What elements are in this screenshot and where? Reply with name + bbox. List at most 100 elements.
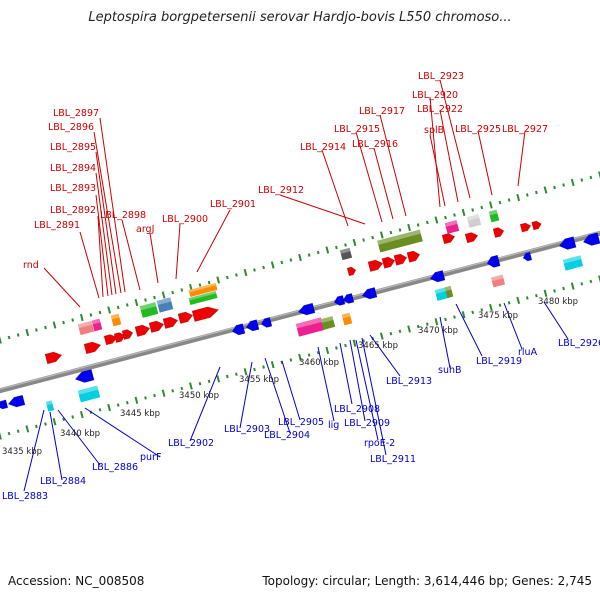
- forward-gene-arrow: [121, 329, 134, 340]
- forward-tick: [525, 193, 529, 197]
- forward-gene-arrow: [83, 341, 102, 355]
- reverse-gene-label: LBL_2886: [92, 462, 138, 473]
- forward-gene-arrow: [531, 220, 542, 231]
- forward-tick: [570, 178, 575, 187]
- feature-box: [295, 317, 325, 337]
- feature-box-body: [45, 400, 55, 412]
- forward-tick: [216, 276, 221, 284]
- forward-gene-label: LBL_2912: [258, 185, 304, 196]
- reverse-gene-arrow: [231, 323, 246, 336]
- reverse-tick: [289, 358, 293, 362]
- reverse-tick: [7, 431, 11, 436]
- feature-box: [320, 316, 336, 330]
- forward-tick: [516, 193, 521, 202]
- reverse-tick: [379, 332, 384, 340]
- feature-box-body: [320, 316, 336, 330]
- reverse-leader-line: [339, 342, 353, 405]
- reverse-gene-arrow: [7, 394, 26, 408]
- feature-box: [490, 274, 506, 288]
- forward-leader-line: [429, 96, 441, 208]
- reverse-tick: [307, 353, 311, 357]
- feature-box: [188, 283, 218, 297]
- reverse-tick: [535, 293, 538, 298]
- feature-box-shine: [156, 297, 172, 306]
- reverse-tick: [471, 310, 475, 315]
- forward-tick: [553, 185, 556, 190]
- forward-tick: [389, 230, 393, 235]
- reverse-leader-line: [503, 302, 523, 350]
- forward-gene-arrow: [367, 259, 384, 272]
- forward-tick: [52, 321, 57, 329]
- forward-gene-arrow: [134, 324, 151, 337]
- forward-tick: [498, 200, 502, 205]
- forward-tick: [344, 243, 347, 247]
- forward-tick: [562, 183, 565, 187]
- forward-tick: [207, 280, 211, 285]
- forward-tick: [243, 268, 248, 277]
- feature-box-shine: [188, 291, 217, 301]
- forward-leader-line: [43, 267, 81, 308]
- forward-tick: [480, 205, 484, 210]
- forward-tick: [44, 325, 47, 330]
- reverse-tick: [79, 410, 84, 419]
- reverse-tick: [153, 393, 156, 398]
- scale-label: 3455 kbp: [239, 375, 279, 385]
- forward-leader-line: [373, 147, 394, 220]
- reverse-tick: [144, 396, 147, 400]
- forward-tick: [580, 178, 584, 182]
- forward-gene-label: LBL_2917: [359, 106, 405, 117]
- reverse-gene-arrow: [74, 369, 95, 383]
- forward-leader-line: [149, 232, 159, 284]
- forward-tick: [235, 273, 238, 277]
- forward-leader-line: [93, 131, 122, 294]
- reverse-tick: [553, 289, 556, 293]
- reverse-tick: [44, 422, 47, 426]
- reverse-tick: [525, 296, 529, 300]
- reverse-tick: [344, 343, 347, 348]
- forward-gene-label: LBL_2895: [50, 142, 96, 153]
- reverse-tick: [498, 303, 502, 307]
- forward-gene-arrow: [393, 253, 408, 266]
- forward-tick: [543, 186, 548, 194]
- reverse-tick: [171, 389, 175, 393]
- reverse-gene-label: LBL_2911: [370, 454, 416, 465]
- forward-leader-line: [379, 114, 407, 217]
- feature-box-body: [488, 209, 500, 223]
- reverse-tick: [516, 296, 521, 305]
- reverse-tick: [125, 400, 129, 405]
- forward-leader-line: [99, 117, 126, 293]
- reverse-tick: [444, 317, 447, 322]
- reverse-gene-arrow: [245, 319, 260, 332]
- reverse-leader-line: [84, 407, 161, 458]
- reverse-tick: [207, 379, 211, 384]
- reverse-gene-label: LBL_2908: [334, 404, 380, 415]
- reverse-tick: [461, 311, 466, 319]
- forward-tick: [16, 333, 20, 337]
- reverse-tick: [35, 424, 38, 429]
- forward-tick: [444, 215, 447, 220]
- forward-gene-arrow: [441, 233, 456, 245]
- forward-gene-label: LBL_2891: [34, 220, 80, 231]
- forward-tick: [270, 261, 275, 269]
- reverse-tick: [598, 275, 600, 283]
- feature-box: [188, 291, 218, 305]
- feature-box-shine: [188, 283, 217, 293]
- reverse-gene-label: rpoE-2: [364, 438, 395, 449]
- forward-gene-arrow: [381, 256, 396, 269]
- feature-box-body: [295, 317, 325, 337]
- feature-box-shine: [320, 316, 334, 323]
- feature-box-body: [188, 283, 218, 297]
- forward-gene-label: argJ: [136, 224, 154, 235]
- reverse-gene-label: LBL_2883: [2, 491, 48, 502]
- forward-gene-label: LBL_2920: [412, 90, 458, 101]
- feature-box-body: [444, 220, 460, 234]
- forward-gene-arrow: [148, 320, 165, 333]
- feature-box-shine: [488, 209, 498, 216]
- reverse-tick: [489, 303, 493, 312]
- accession-text: Accession: NC_008508: [8, 574, 145, 588]
- reverse-tick: [425, 322, 429, 326]
- forward-tick: [489, 201, 493, 209]
- forward-gene-label: splB: [424, 125, 444, 136]
- scale-labels: 3435 kbp 3440 kbp 3445 kbp 3450 kbp 3455 kbp…: [2, 297, 578, 457]
- forward-tick: [180, 288, 184, 292]
